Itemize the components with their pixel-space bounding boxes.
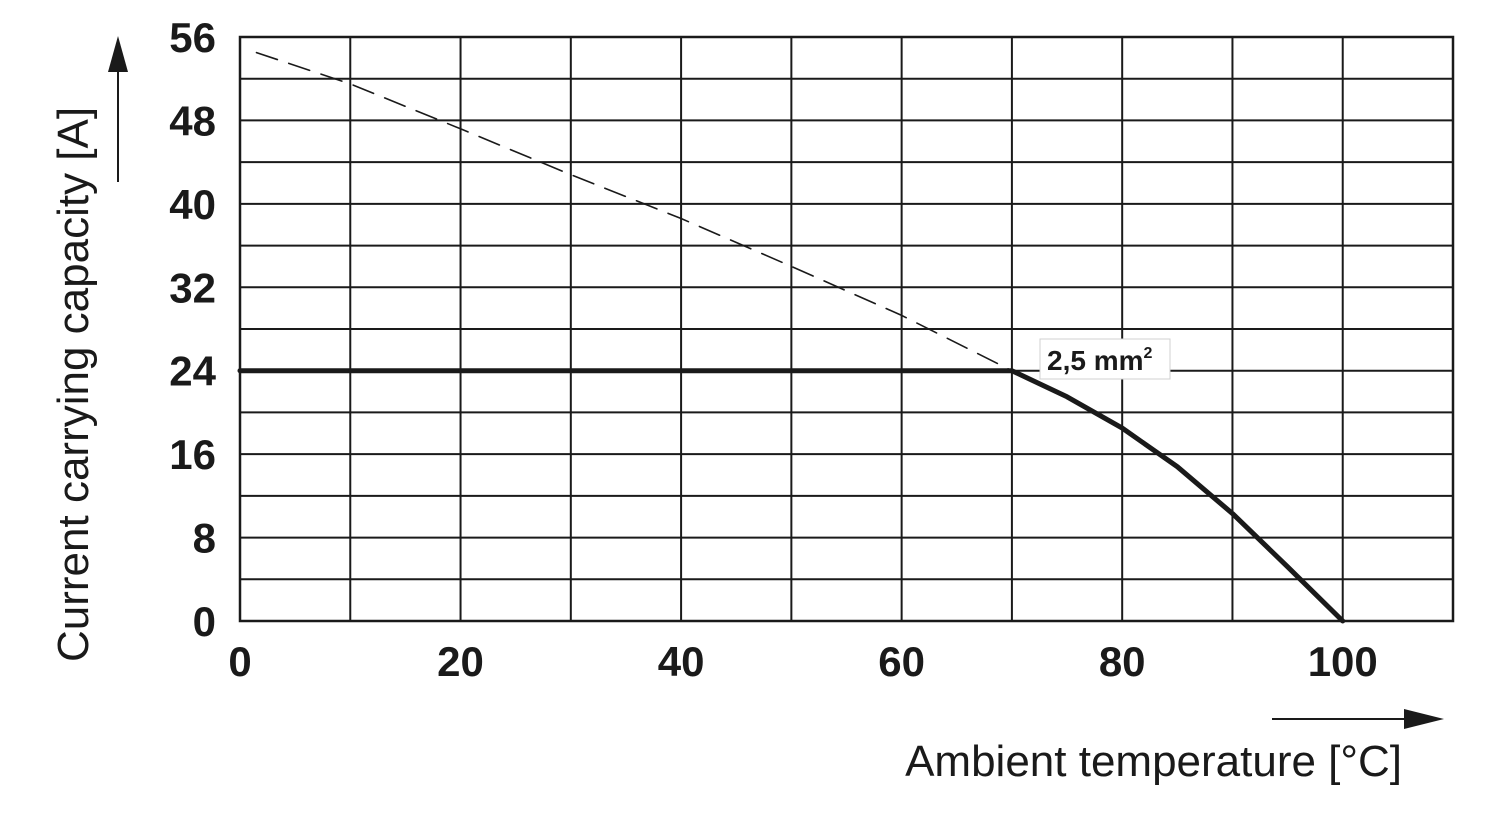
y-tick-label: 0	[193, 598, 216, 645]
y-tick-label: 24	[169, 348, 216, 395]
series-line-dashed	[255, 51, 1013, 372]
y-axis-arrow-head	[108, 36, 128, 72]
series-line-2-5mm2	[237, 368, 1346, 624]
y-tick-label: 56	[169, 14, 216, 61]
y-axis-title: Current carrying capacity [A]	[49, 107, 98, 662]
series-label-text: 2,5 mm2	[1047, 345, 1153, 376]
y-axis-title-group: Current carrying capacity [A]	[49, 36, 128, 662]
x-axis-arrow-head	[1404, 709, 1444, 729]
series-label-superscript: 2	[1144, 345, 1153, 362]
chart-ticks: 0 8 16 24 32 40 48 56 0 20 40 60 80 100	[169, 14, 1377, 685]
series-label-2-5mm2: 2,5 mm2	[1039, 338, 1171, 380]
chart-grid	[238, 35, 1455, 623]
x-axis-title-group: Ambient temperature [°C]	[905, 709, 1444, 786]
x-tick-label: 20	[437, 638, 484, 685]
series-label-main: 2,5 mm	[1047, 345, 1144, 376]
x-tick-label: 40	[658, 638, 705, 685]
y-tick-label: 16	[169, 431, 216, 478]
series-label-box	[1039, 338, 1171, 380]
chart-series	[237, 51, 1346, 624]
x-tick-label: 0	[228, 638, 251, 685]
y-tick-label: 40	[169, 181, 216, 228]
x-tick-label: 80	[1099, 638, 1146, 685]
plot-frame	[238, 35, 1455, 623]
y-tick-label: 8	[193, 515, 216, 562]
y-tick-label: 32	[169, 264, 216, 311]
y-tick-label: 48	[169, 97, 216, 144]
x-tick-label: 100	[1308, 638, 1378, 685]
x-tick-label: 60	[878, 638, 925, 685]
x-axis-title: Ambient temperature [°C]	[905, 737, 1402, 786]
